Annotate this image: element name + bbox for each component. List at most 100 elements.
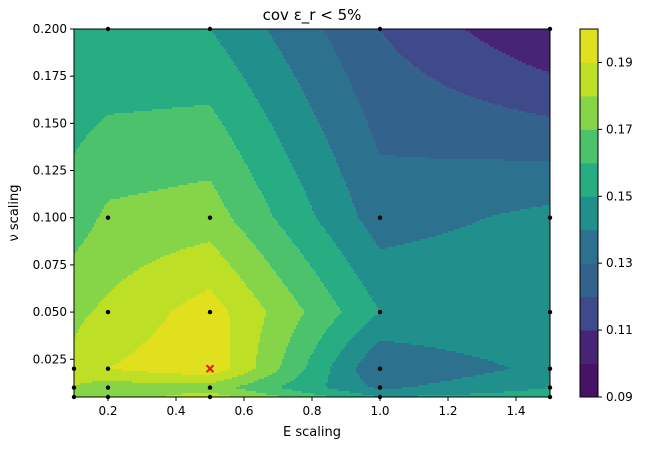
contour-band (350, 193, 550, 196)
contour-band (74, 175, 253, 178)
contour-band (314, 211, 357, 214)
contour-band (74, 375, 239, 378)
contour-band (288, 63, 343, 66)
contour-band (374, 387, 403, 390)
contour-band (178, 185, 215, 188)
contour-band (74, 307, 97, 310)
contour-band (74, 273, 133, 276)
contour-band (330, 369, 357, 372)
contour-band (230, 355, 257, 358)
contour-band (294, 169, 341, 172)
contour-band (74, 321, 85, 324)
contour-band (96, 221, 235, 224)
contour-band (256, 97, 307, 100)
contour-band (74, 323, 83, 326)
contour-band (74, 143, 81, 146)
contour-band (74, 183, 189, 186)
colorbar-segment (580, 263, 598, 298)
contour-band (264, 307, 303, 310)
contour-band (212, 107, 263, 110)
contour-band (74, 237, 87, 240)
contour-band (166, 317, 231, 320)
contour-band (498, 363, 550, 366)
contour-band (74, 131, 91, 134)
contour-band (336, 245, 379, 248)
contour-band (238, 273, 277, 276)
contour-band (264, 255, 305, 258)
contour-band (246, 285, 287, 288)
contour-band (74, 173, 253, 176)
contour-band (262, 191, 307, 194)
contour-band (318, 121, 369, 124)
contour-band (280, 365, 307, 368)
contour-band (342, 251, 550, 254)
contour-band (74, 195, 129, 198)
contour-band (164, 255, 223, 258)
contour-band (274, 269, 315, 272)
contour-band (342, 253, 550, 256)
contour-band (368, 385, 419, 388)
contour-band (74, 177, 255, 180)
contour-band (114, 287, 249, 290)
contour-band (464, 353, 550, 356)
contour-band (234, 221, 279, 224)
contour-band (90, 131, 229, 134)
contour-band (94, 309, 175, 312)
contour-band (254, 243, 295, 246)
contour-band (104, 205, 225, 208)
contour-band (252, 91, 305, 94)
contour-band (328, 37, 387, 40)
contour-band (326, 383, 367, 386)
contour-band (218, 393, 267, 396)
contour-band (300, 181, 347, 184)
contour-band (328, 289, 367, 292)
contour-band (346, 345, 375, 348)
contour-band (228, 309, 267, 312)
contour-band (372, 297, 550, 300)
colorbar-segment (580, 129, 598, 164)
y-tick-label: 0.025 (33, 352, 67, 366)
contour-band (364, 381, 441, 384)
contour-band (292, 165, 339, 168)
contour-band (382, 31, 471, 34)
contour-band (330, 371, 357, 374)
contour-band (74, 227, 93, 230)
contour-band (120, 281, 245, 284)
contour-band (298, 175, 343, 178)
contour-band (74, 89, 253, 92)
contour-band (270, 207, 313, 210)
contour-band (236, 65, 291, 68)
contour-band (292, 335, 323, 338)
contour-band (100, 121, 223, 124)
contour-band (242, 155, 289, 158)
contour-band (136, 349, 231, 352)
contour-band (248, 383, 287, 386)
contour-band (326, 329, 361, 332)
contour-band (230, 353, 259, 356)
contour-band (222, 303, 261, 306)
contour-band (290, 341, 319, 344)
contour-band (396, 49, 499, 52)
contour-band (74, 313, 91, 316)
contour-band (74, 347, 139, 350)
contour-band (74, 357, 127, 360)
contour-band (340, 167, 550, 170)
contour-band (278, 45, 333, 48)
contour-band (300, 251, 343, 254)
contour-band (216, 113, 267, 116)
contour-band (86, 237, 249, 240)
contour-band (226, 51, 283, 54)
contour-band (368, 229, 455, 232)
contour-band (230, 335, 261, 338)
contour-band (322, 335, 355, 338)
contour-band (230, 321, 265, 324)
contour-band (278, 369, 305, 372)
contour-band (240, 275, 279, 278)
contour-band (328, 141, 377, 144)
contour-band (216, 247, 257, 250)
contour-band (74, 169, 251, 172)
contour-band (254, 177, 299, 180)
contour-band (306, 367, 331, 370)
contour-band (354, 335, 550, 338)
contour-band (350, 195, 550, 198)
